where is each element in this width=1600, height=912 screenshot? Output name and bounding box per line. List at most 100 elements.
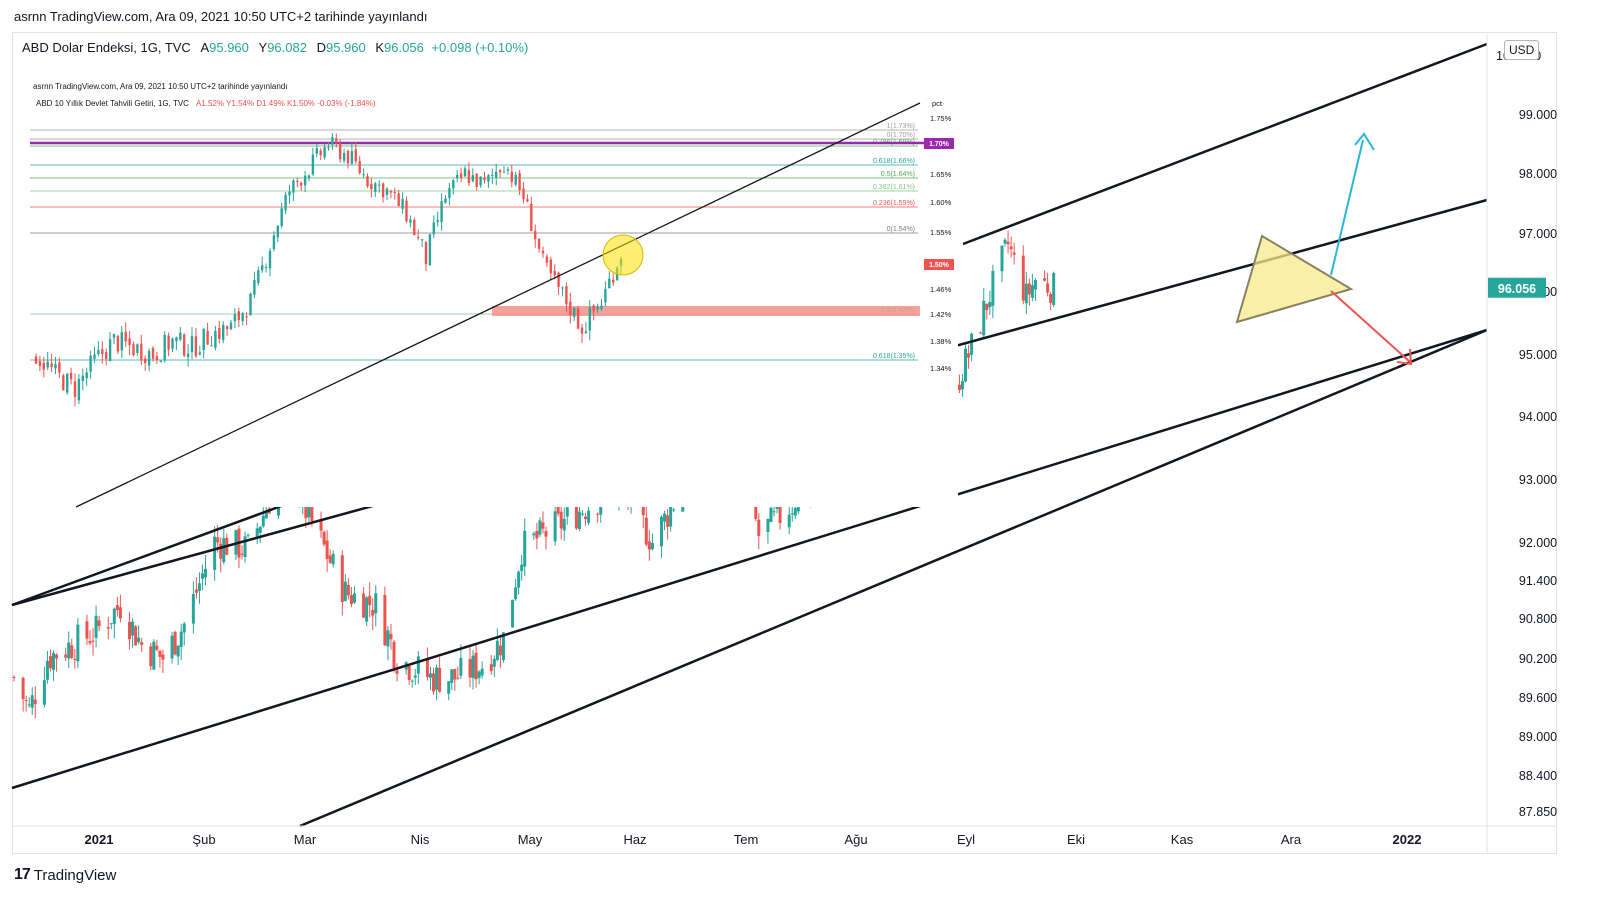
inset-candle-body [46,361,49,368]
inset-candle-body [342,152,346,161]
inset-trend-line [75,102,921,508]
symbol-name[interactable]: ABD Dolar Endeksi, 1G, TVC [22,40,191,55]
inset-candle-body [311,154,315,175]
candle-body [374,593,378,614]
x-tick-label: May [518,832,543,847]
arrow-down-line [1330,290,1411,363]
candle-body [660,516,664,547]
candle-body [213,536,217,570]
fib-level-label: 0.236(1.59%) [873,200,915,207]
candle-body [21,677,25,700]
inset-candle-body [370,183,373,190]
candle-body [48,656,52,669]
currency-badge[interactable]: USD [1504,40,1540,60]
candle-body [523,530,527,567]
x-tick-label: Eki [1067,832,1085,847]
inset-candle-body [97,350,100,355]
inset-candle-body [518,173,521,191]
inset-candles [34,133,623,407]
inset-price-tag-purple [924,138,954,149]
candle-body [319,518,323,531]
candle-body [410,680,414,682]
candle-body [413,675,417,678]
candle-body [754,498,758,519]
candle-body [584,516,588,520]
inset-candle-body [155,356,159,360]
inset-candle-body [366,176,369,187]
inset-candle-body [397,193,400,207]
fib-level-label: 1(1.73%) [887,123,915,130]
candle-body [438,667,442,692]
inset-candle-body [120,332,123,351]
inset-candle-body [179,332,182,340]
candle-body [1052,273,1056,305]
y-tick-label: 97.000 [1519,227,1557,241]
candle-body [322,531,326,545]
inset-candle-body [491,175,494,177]
inset-candle-body [483,177,486,181]
y-tick-label: 90.800 [1519,612,1557,626]
inset-candle-body [534,230,537,240]
y-tick-label: 89.000 [1519,730,1557,744]
candle-body [580,513,584,515]
inset-candle-body [34,356,38,364]
inset-candle-body [479,176,482,186]
candle-body [489,664,493,672]
candle-body [541,522,545,529]
candle-body [1000,245,1004,272]
inset-candle-body [249,293,252,316]
inset-candle-body [323,147,326,158]
candle-body [161,654,165,660]
inset-candle-body [292,180,295,193]
chart-frame[interactable] [12,32,1557,854]
candle-body [501,632,505,661]
inset-candle-body [315,148,318,154]
close-value: 96.056 [384,40,424,55]
low-label: D [316,40,326,55]
inset-legend-values: A1.52% Y1.54% D1.49% K1.50% -0.03% (-1.8… [196,99,376,108]
inset-candle-body [144,358,147,364]
inset-candle-body [565,286,568,305]
y-tick-label: 88.400 [1519,769,1557,783]
inset-candle-body [206,330,209,345]
inset-candle-body [456,174,459,179]
candle-body [392,641,396,668]
candle-body [790,513,794,515]
inset-unit-label: pct [932,99,943,108]
y-tick-label: 89.600 [1519,691,1557,705]
candle-body [45,660,49,680]
candle-body [1043,278,1047,281]
y-tick-label: 92.000 [1519,536,1557,550]
inset-candle-body [288,191,291,196]
candle-body [331,553,335,565]
brand-name[interactable]: TradingView [33,866,117,884]
inset-legend: ABD 10 Yıllık Devlet Tahvili Getiri, 1G,… [36,99,189,108]
inset-candle-body [537,238,541,249]
fib-level-label: 0.618(1.35%) [873,353,915,360]
inset-candle-body [307,175,311,178]
candle-body [416,656,420,674]
candle-body [131,621,135,636]
x-tick-label: Şub [192,832,215,847]
candle-body [155,645,159,650]
candle-body [170,635,174,659]
inset-candle-body [514,174,517,185]
inset-candle-body [237,311,240,321]
y-tick-label: 94.000 [1519,410,1557,424]
candle-body [1024,283,1028,304]
candle-body [383,595,387,646]
tradingview-logo-icon[interactable]: 17 [14,866,31,883]
x-tick-label: Tem [734,832,759,847]
candle-body [197,583,201,591]
candle-body [556,506,560,514]
candle-body [967,353,971,358]
inset-price-tag-label: 1.50% [929,262,950,269]
inset-candle-body [432,222,435,235]
candle-body [650,542,654,550]
candle-body [200,573,204,579]
candle-body [498,645,502,656]
channel-line [299,328,1488,828]
inset-candle-body [171,338,174,349]
inset-candle-body [73,381,77,397]
